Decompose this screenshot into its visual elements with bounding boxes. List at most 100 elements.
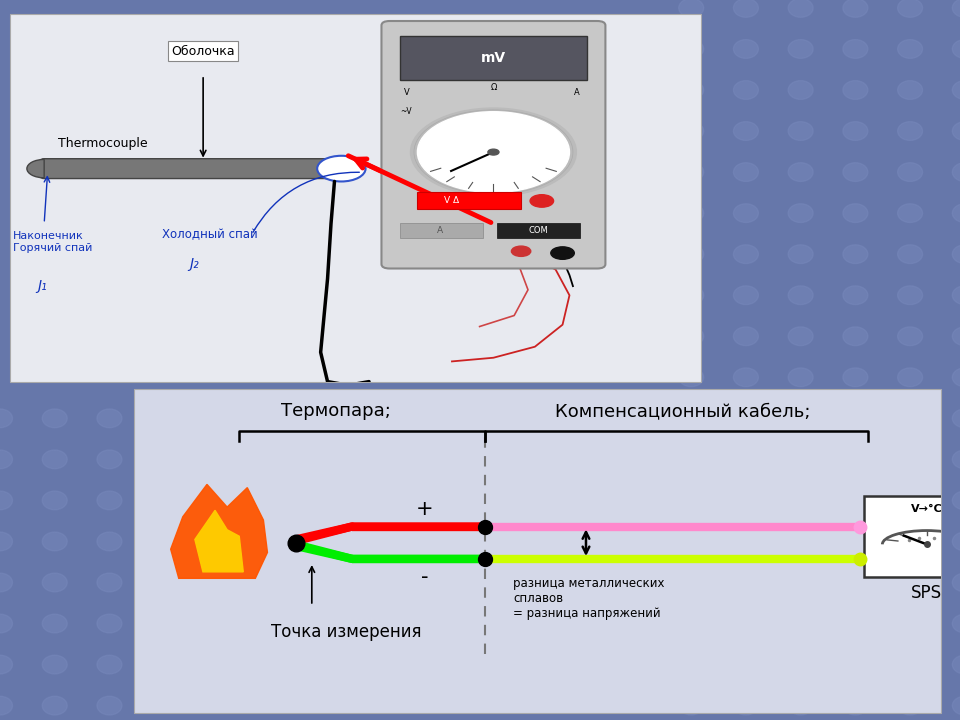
Circle shape <box>679 368 704 387</box>
Circle shape <box>898 286 923 305</box>
Circle shape <box>679 573 704 592</box>
Circle shape <box>733 614 758 633</box>
Circle shape <box>733 81 758 99</box>
Circle shape <box>952 573 960 592</box>
Circle shape <box>952 81 960 99</box>
Circle shape <box>42 614 67 633</box>
Circle shape <box>679 0 704 17</box>
Circle shape <box>679 81 704 99</box>
Circle shape <box>898 122 923 140</box>
Circle shape <box>733 40 758 58</box>
Circle shape <box>898 655 923 674</box>
Circle shape <box>97 573 122 592</box>
Circle shape <box>42 696 67 715</box>
Circle shape <box>952 286 960 305</box>
Circle shape <box>679 614 704 633</box>
Circle shape <box>733 450 758 469</box>
Circle shape <box>898 532 923 551</box>
Circle shape <box>97 696 122 715</box>
Circle shape <box>0 491 12 510</box>
Circle shape <box>898 614 923 633</box>
Circle shape <box>952 409 960 428</box>
Circle shape <box>733 286 758 305</box>
Circle shape <box>952 614 960 633</box>
Circle shape <box>733 122 758 140</box>
Circle shape <box>952 163 960 181</box>
Circle shape <box>952 40 960 58</box>
Circle shape <box>898 204 923 222</box>
Circle shape <box>97 655 122 674</box>
Circle shape <box>679 450 704 469</box>
Circle shape <box>898 368 923 387</box>
Circle shape <box>679 491 704 510</box>
Circle shape <box>843 450 868 469</box>
Circle shape <box>898 163 923 181</box>
Circle shape <box>679 204 704 222</box>
Circle shape <box>97 491 122 510</box>
Circle shape <box>788 245 813 264</box>
Circle shape <box>898 491 923 510</box>
Circle shape <box>952 204 960 222</box>
Circle shape <box>97 409 122 428</box>
Circle shape <box>733 696 758 715</box>
Circle shape <box>952 491 960 510</box>
Circle shape <box>788 368 813 387</box>
Circle shape <box>733 245 758 264</box>
Circle shape <box>898 327 923 346</box>
Circle shape <box>843 573 868 592</box>
Circle shape <box>42 655 67 674</box>
Circle shape <box>843 163 868 181</box>
Circle shape <box>0 532 12 551</box>
Circle shape <box>42 573 67 592</box>
Circle shape <box>42 409 67 428</box>
Circle shape <box>788 122 813 140</box>
Circle shape <box>679 122 704 140</box>
Circle shape <box>898 0 923 17</box>
Circle shape <box>42 491 67 510</box>
Circle shape <box>843 81 868 99</box>
Circle shape <box>898 245 923 264</box>
Circle shape <box>788 532 813 551</box>
Circle shape <box>843 614 868 633</box>
Circle shape <box>843 204 868 222</box>
Circle shape <box>679 163 704 181</box>
Circle shape <box>733 532 758 551</box>
Circle shape <box>952 368 960 387</box>
Circle shape <box>843 122 868 140</box>
Circle shape <box>733 0 758 17</box>
Circle shape <box>788 614 813 633</box>
Circle shape <box>952 532 960 551</box>
Circle shape <box>733 409 758 428</box>
Circle shape <box>788 655 813 674</box>
Circle shape <box>843 409 868 428</box>
Circle shape <box>42 532 67 551</box>
Circle shape <box>679 409 704 428</box>
Circle shape <box>733 204 758 222</box>
Circle shape <box>788 81 813 99</box>
Circle shape <box>679 40 704 58</box>
Circle shape <box>843 696 868 715</box>
Circle shape <box>843 655 868 674</box>
Circle shape <box>788 163 813 181</box>
FancyBboxPatch shape <box>10 14 701 382</box>
Circle shape <box>843 491 868 510</box>
Circle shape <box>898 40 923 58</box>
Circle shape <box>898 573 923 592</box>
Circle shape <box>952 696 960 715</box>
Circle shape <box>733 491 758 510</box>
Circle shape <box>679 286 704 305</box>
Circle shape <box>843 532 868 551</box>
Circle shape <box>679 532 704 551</box>
Circle shape <box>788 204 813 222</box>
Circle shape <box>788 491 813 510</box>
Circle shape <box>952 327 960 346</box>
Circle shape <box>97 532 122 551</box>
Circle shape <box>898 81 923 99</box>
Circle shape <box>952 122 960 140</box>
Circle shape <box>0 614 12 633</box>
Circle shape <box>952 245 960 264</box>
Circle shape <box>788 696 813 715</box>
Circle shape <box>898 409 923 428</box>
Circle shape <box>898 696 923 715</box>
Circle shape <box>788 573 813 592</box>
